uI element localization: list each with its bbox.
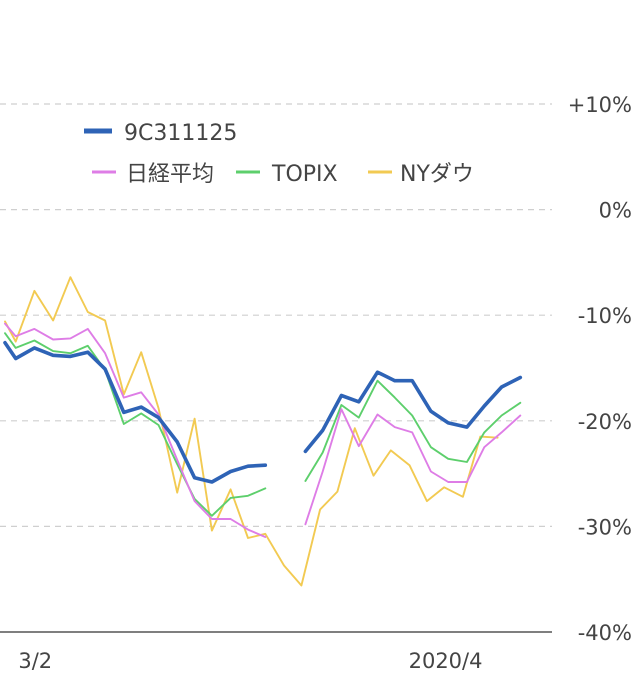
plot-area xyxy=(3,276,523,587)
legend-label-nikkei: 日経平均 xyxy=(126,162,214,187)
y-tick-label-minus-30: -30% xyxy=(578,515,632,539)
legend-item-nikkei[interactable]: 日経平均 xyxy=(92,162,214,187)
series-topix xyxy=(4,332,522,517)
series-9c311125 xyxy=(3,340,523,484)
legend-label-nydow: NYダウ xyxy=(400,162,474,187)
series-line-nikkei xyxy=(4,322,522,538)
x-tick-label-2020-4: 2020/4 xyxy=(409,649,483,673)
legend: 9C311125 日経平均 TOPIX NYダウ xyxy=(84,121,474,187)
y-tick-label-minus-20: -20% xyxy=(578,410,632,434)
y-tick-label-0: 0% xyxy=(599,199,632,223)
legend-item-nydow[interactable]: NYダウ xyxy=(368,162,474,187)
y-tick-label-10: +10% xyxy=(568,93,632,117)
legend-item-topix[interactable]: TOPIX xyxy=(236,162,338,187)
series-line-nydow xyxy=(4,276,499,587)
x-axis: 3/2 2020/4 xyxy=(18,649,482,673)
y-axis: +10% 0% -10% -20% -30% -40% xyxy=(568,93,632,645)
series-line-topix xyxy=(4,332,522,517)
series-line-9c311125 xyxy=(3,340,523,484)
legend-item-9c311125[interactable]: 9C311125 xyxy=(84,121,237,146)
y-tick-label-minus-40: -40% xyxy=(578,621,632,645)
grid-lines xyxy=(0,103,552,528)
legend-label-topix: TOPIX xyxy=(271,162,338,187)
series-nydow xyxy=(4,276,499,587)
legend-label-9c311125: 9C311125 xyxy=(124,121,237,146)
y-tick-label-minus-10: -10% xyxy=(578,304,632,328)
series-nikkei xyxy=(4,322,522,538)
x-tick-label-3-2: 3/2 xyxy=(18,649,52,673)
